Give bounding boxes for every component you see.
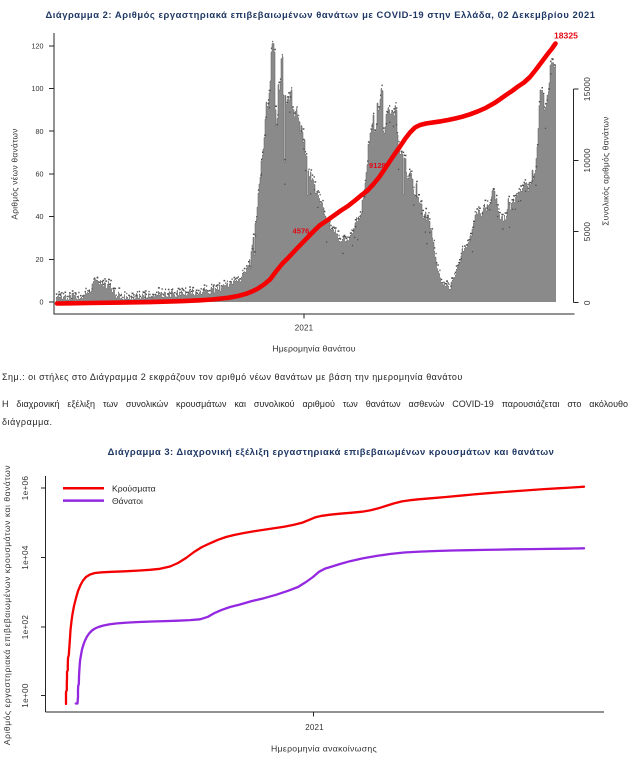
svg-text:Ημερομηνία θανάτου: Ημερομηνία θανάτου bbox=[272, 344, 355, 354]
svg-text:Συνολικός αριθμός θανάτων: Συνολικός αριθμός θανάτων bbox=[601, 116, 611, 225]
svg-text:Κρούσματα: Κρούσματα bbox=[112, 484, 156, 494]
svg-text:Διάγραμμα 2: Αριθμός εργαστηρι: Διάγραμμα 2: Αριθμός εργαστηριακά επιβεβ… bbox=[45, 9, 595, 20]
svg-text:5000: 5000 bbox=[583, 222, 592, 242]
svg-text:20: 20 bbox=[36, 255, 44, 264]
svg-text:1e+06: 1e+06 bbox=[21, 476, 30, 501]
svg-text:1e+04: 1e+04 bbox=[21, 545, 30, 570]
svg-text:2021: 2021 bbox=[295, 324, 314, 333]
svg-text:Διάγραμμα 3: Διαχρονική εξέλιξ: Διάγραμμα 3: Διαχρονική εξέλιξη εργαστηρ… bbox=[108, 446, 555, 457]
svg-text:0: 0 bbox=[583, 300, 592, 305]
svg-text:1e+00: 1e+00 bbox=[21, 683, 30, 708]
svg-text:80: 80 bbox=[36, 127, 44, 136]
svg-text:40: 40 bbox=[36, 212, 44, 221]
svg-text:100: 100 bbox=[32, 84, 44, 93]
svg-text:0: 0 bbox=[40, 298, 44, 307]
svg-text:18325: 18325 bbox=[554, 31, 578, 41]
svg-text:2021: 2021 bbox=[305, 723, 324, 732]
svg-text:9128: 9128 bbox=[369, 161, 386, 170]
svg-text:4576: 4576 bbox=[293, 227, 310, 236]
svg-text:Αριθμός εργαστηριακά επιβεβαιω: Αριθμός εργαστηριακά επιβεβαιωμένων κρου… bbox=[2, 465, 12, 745]
svg-text:Ημερομηνία ανακοίνωσης: Ημερομηνία ανακοίνωσης bbox=[271, 744, 377, 754]
svg-text:120: 120 bbox=[32, 41, 44, 50]
svg-text:Αριθμός νέων θανάτων: Αριθμός νέων θανάτων bbox=[10, 128, 20, 219]
svg-text:60: 60 bbox=[36, 170, 44, 179]
svg-text:15000: 15000 bbox=[583, 77, 592, 101]
svg-text:1e+02: 1e+02 bbox=[21, 615, 30, 640]
svg-text:Θάνατοι: Θάνατοι bbox=[112, 496, 143, 506]
svg-text:10000: 10000 bbox=[583, 148, 592, 172]
